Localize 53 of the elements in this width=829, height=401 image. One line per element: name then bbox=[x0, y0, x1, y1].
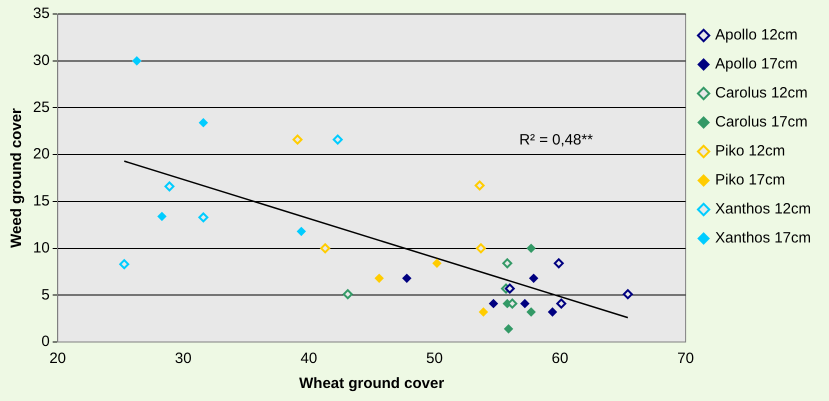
y-tick-label: 25 bbox=[32, 98, 50, 116]
point bbox=[529, 274, 538, 283]
point bbox=[374, 274, 384, 283]
point bbox=[476, 243, 486, 254]
point bbox=[504, 284, 515, 294]
point bbox=[556, 298, 566, 309]
legend-label: Carolus 17cm bbox=[715, 114, 808, 131]
point bbox=[526, 308, 536, 317]
y-tick-label: 35 bbox=[32, 5, 50, 22]
point bbox=[320, 243, 330, 254]
y-axis-title: Weed ground cover bbox=[8, 108, 26, 248]
point bbox=[296, 226, 306, 236]
point bbox=[526, 244, 536, 253]
point bbox=[520, 299, 530, 308]
legend-label: Xanthos 17cm bbox=[715, 230, 811, 247]
point bbox=[432, 258, 442, 268]
point bbox=[292, 134, 303, 145]
point bbox=[622, 289, 633, 300]
point bbox=[332, 134, 343, 145]
point bbox=[157, 212, 166, 221]
legend-label: Carolus 12cm bbox=[715, 84, 808, 102]
legend-label: Piko 12cm bbox=[715, 142, 786, 160]
point bbox=[502, 258, 512, 268]
y-tick-label: 10 bbox=[32, 239, 50, 256]
point bbox=[554, 258, 564, 268]
x-tick-label: 40 bbox=[300, 350, 318, 368]
point bbox=[164, 181, 174, 192]
legend-label: Piko 17cm bbox=[715, 172, 786, 189]
point bbox=[198, 212, 208, 222]
point bbox=[198, 118, 208, 128]
y-tick-label: 15 bbox=[32, 192, 50, 210]
annotation: R² = 0,48** bbox=[519, 131, 594, 148]
point bbox=[402, 274, 412, 283]
legend-label: Xanthos 12cm bbox=[715, 200, 811, 218]
point bbox=[488, 299, 498, 308]
y-tick-label: 5 bbox=[41, 286, 50, 304]
x-axis-title: Wheat ground cover bbox=[299, 375, 444, 392]
point bbox=[119, 259, 130, 270]
y-tick-label: 20 bbox=[32, 146, 50, 163]
x-tick-label: 70 bbox=[677, 350, 694, 368]
x-tick-label: 30 bbox=[174, 350, 192, 368]
point bbox=[132, 56, 142, 66]
point bbox=[548, 308, 557, 317]
legend-label: Apollo 17cm bbox=[715, 56, 798, 73]
x-tick-label: 50 bbox=[426, 350, 443, 368]
point bbox=[478, 308, 488, 317]
point bbox=[342, 289, 353, 300]
point bbox=[504, 324, 514, 334]
y-tick-label: 0 bbox=[41, 333, 50, 350]
legend-label: Apollo 12cm bbox=[715, 26, 798, 44]
y-tick-label: 30 bbox=[32, 52, 50, 69]
x-tick-label: 60 bbox=[552, 350, 568, 368]
point bbox=[474, 180, 485, 190]
